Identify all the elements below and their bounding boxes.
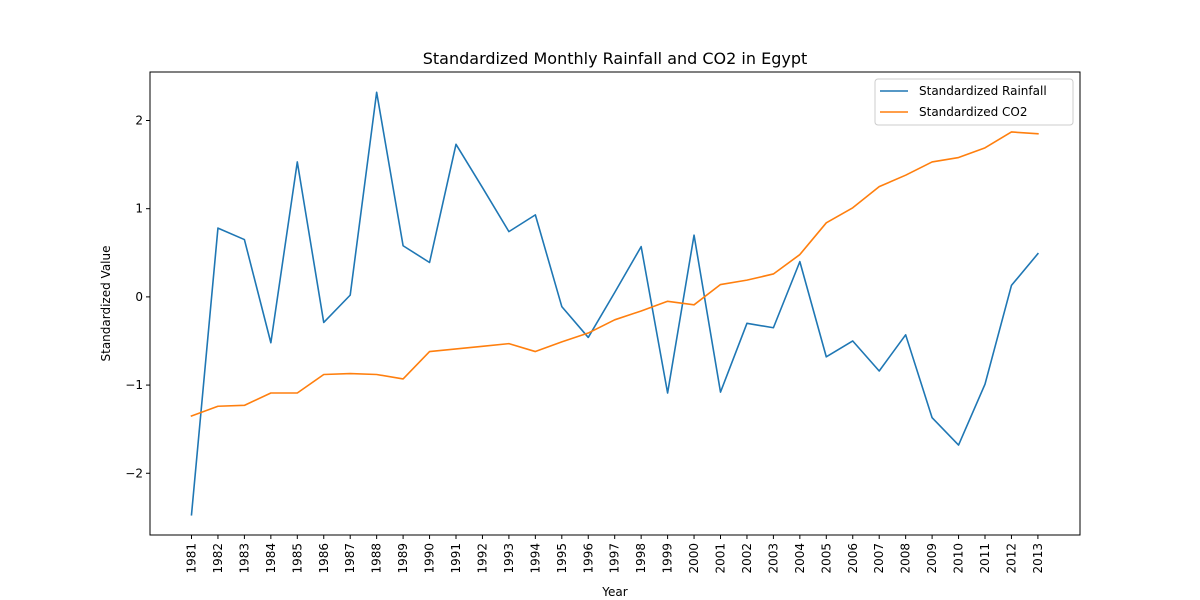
legend-label: Standardized Rainfall bbox=[919, 84, 1047, 98]
x-tick-label: 1999 bbox=[661, 543, 675, 574]
x-tick-label: 1981 bbox=[185, 543, 199, 574]
x-tick-label: 1996 bbox=[581, 543, 595, 574]
x-tick-label: 1982 bbox=[211, 543, 225, 574]
x-tick-label: 1998 bbox=[634, 543, 648, 574]
x-tick-label: 1993 bbox=[502, 543, 516, 574]
x-tick-label: 1987 bbox=[343, 543, 357, 574]
x-tick-label: 1992 bbox=[475, 543, 489, 574]
x-tick-label: 2002 bbox=[740, 543, 754, 574]
x-tick-label: 1986 bbox=[317, 543, 331, 574]
x-tick-label: 1988 bbox=[370, 543, 384, 574]
y-tick-label: −1 bbox=[125, 378, 143, 392]
x-tick-label: 2006 bbox=[846, 543, 860, 574]
x-tick-label: 2001 bbox=[714, 543, 728, 574]
x-tick-label: 2011 bbox=[978, 543, 992, 574]
x-tick-label: 1985 bbox=[290, 543, 304, 574]
x-tick-label: 1990 bbox=[423, 543, 437, 574]
series-line-rainfall bbox=[190, 91, 1040, 516]
chart-title: Standardized Monthly Rainfall and CO2 in… bbox=[423, 49, 808, 68]
x-tick-label: 2007 bbox=[872, 543, 886, 574]
x-tick-label: 2012 bbox=[1004, 543, 1018, 574]
y-axis: −2 −1 0 1 2 bbox=[125, 114, 150, 480]
series-line-co2 bbox=[190, 131, 1039, 417]
y-tick-label: 2 bbox=[135, 114, 143, 128]
x-tick-label: 2003 bbox=[766, 543, 780, 574]
x-axis: 1981 1982 1983 1984 1985 1986 1987 1988 1989 1990… bbox=[185, 535, 1045, 574]
y-tick-label: 0 bbox=[135, 290, 143, 304]
y-tick-label: 1 bbox=[135, 202, 143, 216]
plot-area bbox=[190, 91, 1040, 516]
legend-box bbox=[874, 78, 1074, 126]
x-tick-label: 1984 bbox=[264, 543, 278, 574]
x-tick-label: 2004 bbox=[793, 543, 807, 574]
x-axis-title: Year bbox=[601, 585, 627, 599]
x-tick-label: 1989 bbox=[396, 543, 410, 574]
x-tick-label: 2013 bbox=[1031, 543, 1045, 574]
y-tick-label: −2 bbox=[125, 466, 143, 480]
x-tick-label: 1983 bbox=[237, 543, 251, 574]
legend: Standardized Rainfall Standardized CO2 bbox=[874, 78, 1074, 126]
x-tick-label: 2009 bbox=[925, 543, 939, 574]
x-tick-label: 2005 bbox=[819, 543, 833, 574]
x-tick-label: 1991 bbox=[449, 543, 463, 574]
x-tick-label: 1995 bbox=[555, 543, 569, 574]
x-tick-label: 1997 bbox=[608, 543, 622, 574]
x-tick-label: 2008 bbox=[899, 543, 913, 574]
x-tick-label: 2010 bbox=[952, 543, 966, 574]
legend-label: Standardized CO2 bbox=[919, 105, 1028, 119]
x-tick-label: 1994 bbox=[528, 543, 542, 574]
x-tick-label: 2000 bbox=[687, 543, 701, 574]
y-axis-title: Standardized Value bbox=[99, 246, 113, 362]
